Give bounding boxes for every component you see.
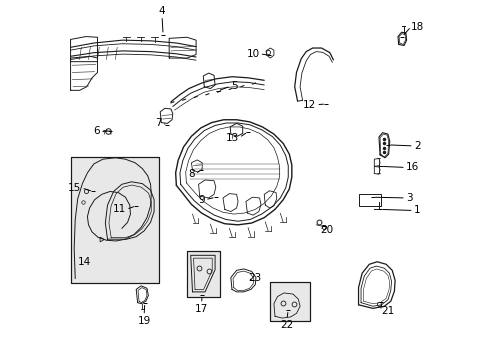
Text: 6: 6 (93, 126, 100, 136)
Text: 18: 18 (410, 22, 424, 32)
Text: 12: 12 (303, 100, 316, 110)
Text: 14: 14 (78, 257, 91, 267)
Text: 7: 7 (155, 118, 162, 128)
FancyBboxPatch shape (358, 194, 380, 206)
Text: 21: 21 (380, 306, 393, 316)
Text: 15: 15 (68, 183, 81, 193)
Polygon shape (187, 251, 220, 297)
Text: 2: 2 (413, 141, 420, 151)
Text: 9: 9 (198, 195, 204, 205)
Text: 22: 22 (280, 320, 293, 330)
Text: 4: 4 (159, 6, 165, 16)
Text: 17: 17 (194, 304, 208, 314)
Text: 20: 20 (319, 225, 332, 235)
Text: 13: 13 (225, 133, 239, 143)
Text: 11: 11 (113, 204, 126, 215)
Polygon shape (70, 157, 159, 283)
Text: 10: 10 (246, 49, 259, 59)
Text: 8: 8 (188, 168, 195, 179)
Text: 5: 5 (230, 81, 237, 91)
Text: 3: 3 (405, 193, 412, 203)
Text: 23: 23 (247, 273, 261, 283)
Text: 19: 19 (137, 316, 150, 325)
Polygon shape (269, 282, 309, 320)
Text: 1: 1 (413, 206, 420, 216)
Text: 16: 16 (405, 162, 418, 172)
